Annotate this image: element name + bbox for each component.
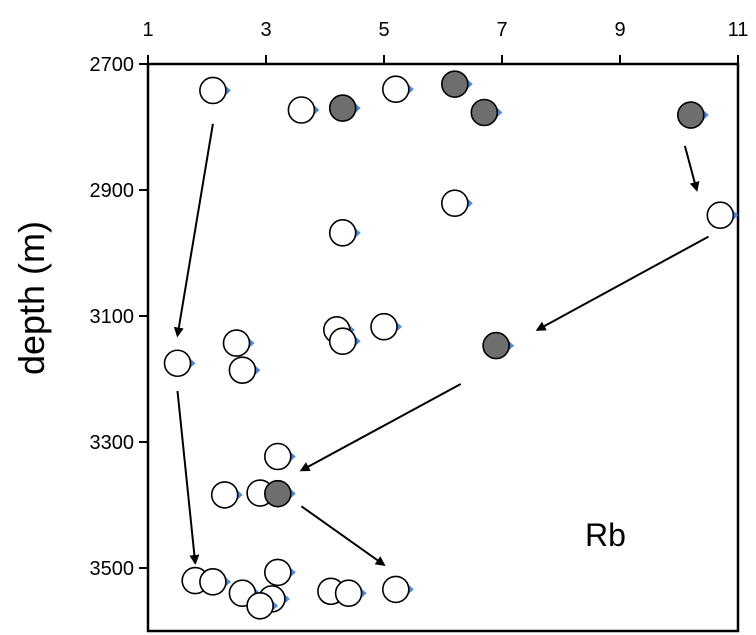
y-axis-title: depth (m) bbox=[11, 221, 52, 375]
x-tick-label: 7 bbox=[496, 19, 507, 41]
filled-data-point bbox=[263, 479, 292, 508]
trend-arrow bbox=[173, 123, 214, 338]
arrow-group bbox=[173, 123, 709, 567]
open-data-point bbox=[246, 591, 274, 620]
trend-arrow bbox=[300, 505, 386, 567]
trend-arrow bbox=[683, 145, 700, 192]
y-tick-label: 3300 bbox=[90, 432, 135, 454]
panel-label: Rb bbox=[585, 517, 626, 553]
trend-arrow bbox=[535, 235, 709, 331]
open-data-point bbox=[163, 349, 192, 378]
x-tick-label: 11 bbox=[728, 19, 749, 41]
x-tick-label: 1 bbox=[142, 19, 153, 41]
open-data-point bbox=[440, 189, 469, 218]
x-tick-label: 9 bbox=[614, 19, 625, 41]
open-data-point bbox=[334, 579, 363, 608]
filled-data-point bbox=[328, 94, 357, 122]
open-data-point bbox=[228, 356, 257, 384]
filled-data-point bbox=[676, 101, 705, 129]
point-group bbox=[163, 70, 739, 620]
trend-arrow bbox=[176, 390, 200, 565]
x-tick-label: 3 bbox=[260, 19, 271, 41]
trend-arrow bbox=[299, 383, 462, 472]
open-data-point bbox=[199, 76, 227, 105]
y-tick-label: 3500 bbox=[90, 558, 135, 580]
open-data-point bbox=[263, 558, 292, 587]
x-tick-label: 5 bbox=[378, 19, 389, 41]
open-data-point bbox=[210, 481, 239, 509]
y-axis: 2700 2900 3100 3300 3500 bbox=[90, 54, 148, 580]
filled-data-point bbox=[470, 98, 499, 127]
y-tick-label: 2900 bbox=[90, 180, 135, 202]
open-data-point bbox=[287, 96, 316, 124]
open-data-point bbox=[328, 219, 357, 247]
filled-data-point bbox=[482, 331, 510, 360]
filled-data-point bbox=[440, 70, 469, 98]
open-data-point bbox=[199, 568, 227, 596]
open-data-point bbox=[263, 442, 292, 471]
open-data-point bbox=[370, 312, 398, 341]
open-data-point bbox=[222, 329, 251, 357]
y-tick-label: 2700 bbox=[90, 54, 135, 76]
x-axis: 1 3 5 7 9 11 bbox=[142, 19, 748, 64]
open-data-point bbox=[381, 575, 410, 604]
open-data-point bbox=[381, 75, 410, 103]
y-tick-label: 3100 bbox=[90, 306, 135, 328]
open-data-point bbox=[328, 327, 357, 356]
open-data-point bbox=[706, 201, 735, 229]
